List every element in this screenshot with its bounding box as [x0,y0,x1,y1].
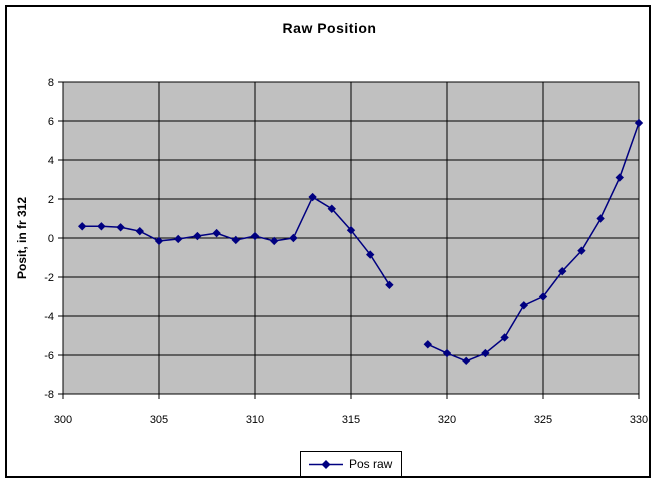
svg-text:-2: -2 [44,272,54,284]
legend-series-marker-icon [309,459,343,469]
svg-text:-8: -8 [44,389,54,401]
svg-text:315: 315 [342,414,360,426]
svg-text:330: 330 [630,414,648,426]
svg-text:0: 0 [48,233,54,245]
svg-text:4: 4 [48,155,54,167]
svg-text:2: 2 [48,194,54,206]
svg-text:320: 320 [438,414,456,426]
svg-text:6: 6 [48,116,54,128]
svg-text:305: 305 [150,414,168,426]
svg-text:300: 300 [54,414,72,426]
legend[interactable]: Pos raw [300,451,403,477]
chart-title[interactable]: Raw Position [282,20,377,36]
svg-text:8: 8 [48,77,54,89]
legend-label: Pos raw [349,457,393,471]
svg-text:-4: -4 [44,311,54,323]
svg-text:-6: -6 [44,350,54,362]
svg-text:310: 310 [246,414,264,426]
svg-text:325: 325 [534,414,552,426]
